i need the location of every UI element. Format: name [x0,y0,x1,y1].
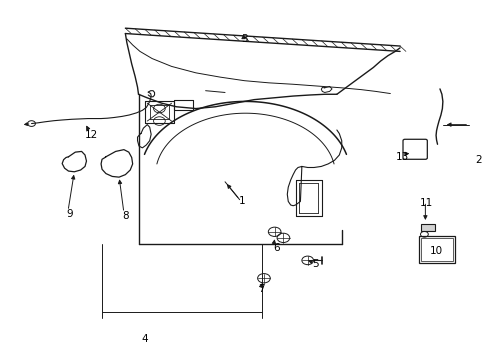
Text: 13: 13 [395,152,408,162]
Text: 12: 12 [84,130,98,140]
Text: 11: 11 [419,198,432,208]
Text: 6: 6 [272,243,279,253]
Bar [420,224,434,231]
Text: 9: 9 [66,209,73,219]
Text: 7: 7 [258,284,264,294]
FancyBboxPatch shape [402,139,427,159]
Text: 4: 4 [141,334,148,344]
Text: 5: 5 [311,259,318,269]
Text: 10: 10 [429,247,442,256]
Text: 8: 8 [122,211,128,221]
Text: 2: 2 [474,156,481,165]
Text: 3: 3 [241,34,247,44]
Bar [420,238,452,261]
Text: 1: 1 [238,197,245,206]
Bar [418,236,454,263]
